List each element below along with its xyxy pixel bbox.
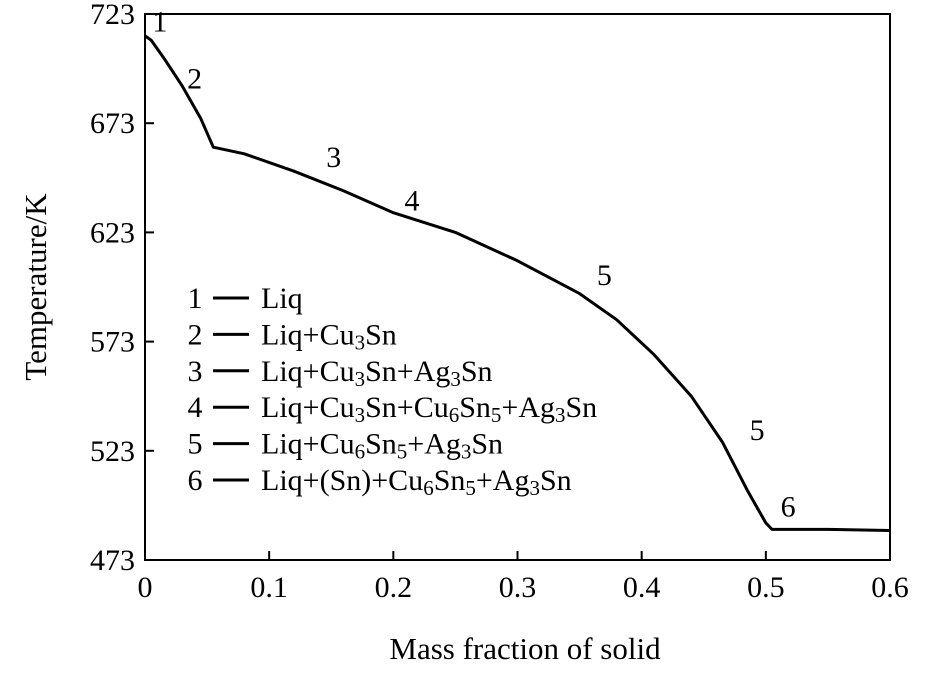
y-tick-label: 523 (90, 435, 135, 468)
curve-label: 2 (187, 62, 202, 95)
series-line (144, 34, 891, 532)
legend-item: 3 Liq+Cu3Sn+Ag3Sn (188, 355, 493, 391)
legend-item: 2 Liq+Cu3Sn (188, 318, 397, 354)
x-tick-label: 0.3 (499, 571, 537, 604)
curve-label: 1 (152, 5, 167, 38)
x-tick-label: 0 (138, 571, 153, 604)
y-tick-label: 623 (90, 216, 135, 249)
legend-number: 5 (188, 428, 203, 461)
x-tick-label: 0.2 (375, 571, 413, 604)
legend-item: 4 Liq+Cu3Sn+Cu6Sn5+Ag3Sn (188, 391, 598, 427)
legend-number: 3 (188, 355, 203, 388)
curve-label: 5 (597, 259, 612, 292)
legend-label: Liq (261, 282, 303, 315)
legend-label: Liq+(Sn)+Cu6Sn5+Ag3Sn (261, 464, 572, 500)
x-axis-title: Mass fraction of solid (389, 631, 661, 666)
legend-item: 5 Liq+Cu6Sn5+Ag3Sn (188, 428, 504, 464)
y-tick-label: 573 (90, 326, 135, 359)
x-tick-label: 0.4 (623, 571, 661, 604)
legend-item: 6 Liq+(Sn)+Cu6Sn5+Ag3Sn (188, 464, 572, 500)
legend-number: 2 (188, 318, 203, 351)
legend-number: 4 (188, 391, 203, 424)
y-tick-label: 673 (90, 107, 135, 140)
y-tick-label: 723 (90, 0, 135, 31)
curve-label: 4 (404, 185, 419, 218)
legend-label: Liq+Cu6Sn5+Ag3Sn (261, 428, 503, 464)
y-tick-label: 473 (90, 544, 135, 577)
legend-label: Liq+Cu3Sn+Ag3Sn (261, 355, 493, 391)
legend-number: 1 (188, 282, 203, 315)
x-tick-label: 0.5 (747, 571, 785, 604)
legend-label: Liq+Cu3Sn+Cu6Sn5+Ag3Sn (261, 391, 597, 427)
legend-item: 1 Liq (188, 282, 303, 315)
ticks (144, 13, 891, 561)
curve-label: 5 (750, 414, 765, 447)
legend-number: 6 (188, 464, 203, 497)
legend-label: Liq+Cu3Sn (261, 318, 397, 354)
curve-label: 6 (781, 490, 796, 523)
curve-label: 3 (326, 141, 341, 174)
y-axis-title: Temperature/K (18, 193, 53, 381)
legend: 1 Liq 2 Liq+Cu3Sn 3 Liq+Cu3Sn+Ag3Sn 4 Liq+Cu3Sn… (188, 282, 598, 500)
x-tick-label: 0.1 (250, 571, 288, 604)
x-tick-label: 0.6 (871, 571, 909, 604)
